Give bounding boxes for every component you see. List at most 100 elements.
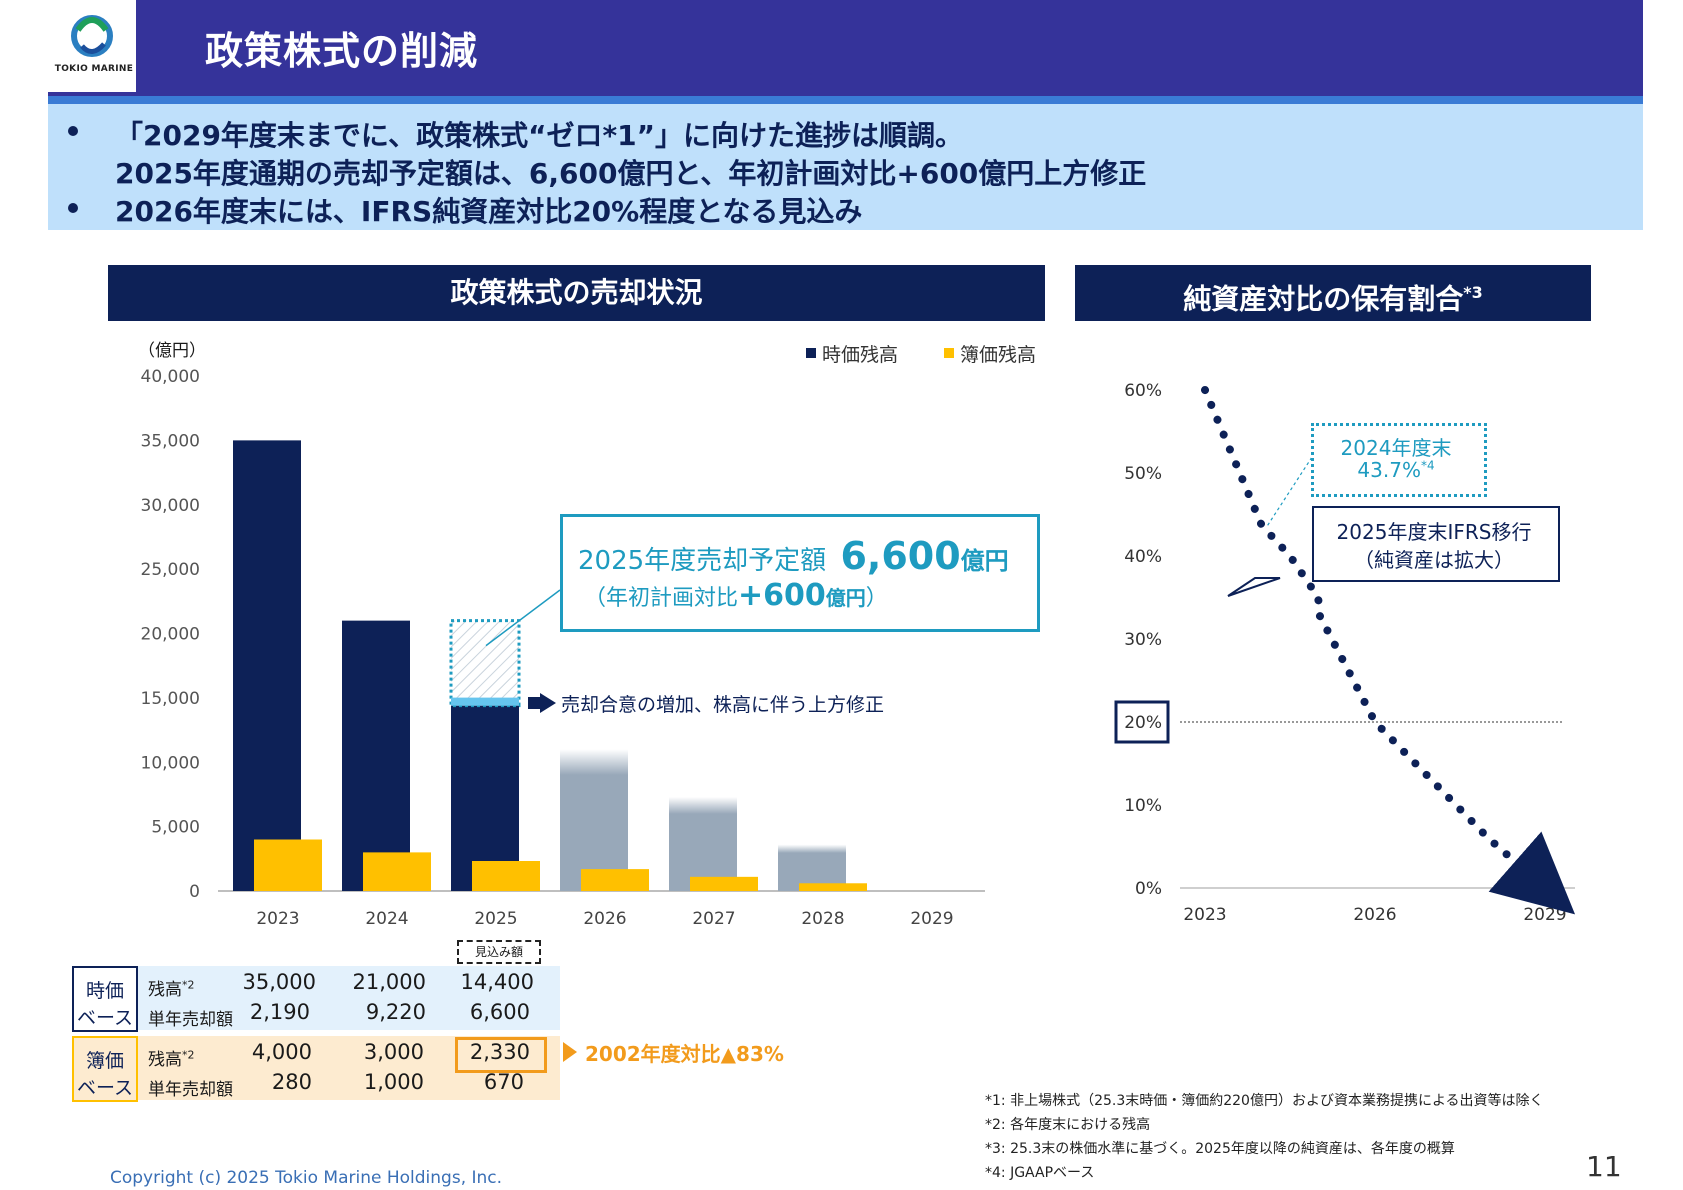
annotation-2024-note: *4 (1420, 458, 1435, 473)
revision-band (451, 697, 519, 706)
legend-label-book: 簿価残高 (960, 344, 1037, 366)
table-row-label: 残高*2 (148, 975, 195, 1000)
y-tick-label: 15,000 (141, 689, 200, 709)
reference-label-box (1114, 700, 1170, 744)
y-tick-label: 0 (189, 882, 200, 902)
callout-prefix: 2025年度売却予定額 (578, 546, 827, 576)
triangle-right-icon (563, 1042, 577, 1062)
x-tick-label: 2023 (256, 909, 299, 929)
annotation-2024-pointer (1267, 453, 1315, 526)
book-value-bar (472, 861, 540, 891)
callout-line-1: 2025年度売却予定額 6,600億円 (578, 534, 1009, 578)
revision-note: 売却合意の増加、株高に伴う上方修正 (561, 694, 885, 716)
y-tick-label: 5,000 (151, 818, 200, 838)
table-cell: 14,400 (460, 970, 534, 994)
market-base-label-2: ベース (76, 1007, 134, 1029)
y-tick-label: 40,000 (141, 367, 200, 387)
table-cell: 670 (483, 1070, 524, 1094)
x-tick-label: 2025 (474, 909, 517, 929)
logo-text: TOKIO MARINE (54, 64, 134, 74)
table-cell: 21,000 (352, 970, 426, 994)
summary-line-2: 2025年度通期の売却予定額は、6,600億円と、年初計画対比+600億円上方修… (115, 157, 1147, 190)
annotation-2024-box (1311, 423, 1487, 497)
book-value-bar (581, 869, 649, 891)
plan-diff-hatched-box (449, 619, 521, 708)
book-base-label: 簿価 ベース (72, 1036, 138, 1102)
header-accent-strip (48, 96, 1643, 104)
y-tick-label: 60% (1124, 381, 1162, 401)
book-base-label-1: 簿価 (85, 1050, 124, 1072)
callout-big-value: 6,600 (840, 534, 961, 578)
market-table-bg (138, 966, 560, 1030)
table-cell: 2,190 (249, 1000, 310, 1024)
table-cell: 2,330 (469, 1040, 530, 1064)
unit-label: （億円） (138, 341, 206, 361)
legend-label-market: 時価残高 (822, 344, 899, 366)
book-value-bar (690, 876, 758, 891)
table-row-label: 単年売却額 (148, 1010, 233, 1030)
market-base-label-1: 時価 (85, 980, 124, 1002)
x-tick-label: 2026 (1353, 905, 1396, 925)
y-tick-label: 30% (1124, 630, 1162, 650)
holding-ratio-line (1201, 386, 1576, 915)
y-tick-label: 30,000 (141, 496, 200, 516)
market-base-label: 時価 ベース (72, 966, 138, 1032)
table-row-label: 残高*2 (148, 1045, 195, 1070)
callout-line2-big: +600 (738, 578, 826, 613)
ratio-line-chart: 0% 10% 20% 30% 40% 50% 60% 2023 2026 2029 (1114, 381, 1576, 925)
x-tick-label: 2026 (583, 909, 626, 929)
x-tick-label: 2029 (910, 909, 953, 929)
x-tick-label: 2028 (801, 909, 844, 929)
highlight-box (455, 1037, 547, 1073)
footnote-4: *4: JGAAPベース (985, 1165, 1095, 1181)
callout-line2-prefix: （年初計画対比 (584, 586, 739, 611)
table-cell: 4,000 (251, 1040, 312, 1064)
summary-line-3: 2026年度末には、IFRS純資産対比20%程度となる見込み (115, 195, 863, 228)
summary-box (48, 104, 1643, 230)
market-value-bar (560, 749, 628, 891)
table-cell: 6,600 (469, 1000, 530, 1024)
y-tick-label: 20,000 (141, 625, 200, 645)
footnote-1: *1: 非上場株式（25.3末時価・簿価約220億円）および資本業務提携による出… (985, 1093, 1544, 1109)
bullet-icon (68, 126, 78, 136)
page-number: 11 (1586, 1150, 1622, 1183)
reduction-note: 2002年度対比▲83% (585, 1042, 784, 1066)
sales-panel-title: 政策株式の売却状況 (108, 265, 1045, 321)
callout-line2-unit: 億円 (825, 586, 866, 610)
annotation-2024-value: 43.7%*4 (1311, 458, 1481, 482)
tokio-marine-logo-icon (71, 15, 113, 57)
sales-callout-box (560, 514, 1040, 632)
callout-line2-suffix: ） (865, 586, 888, 611)
copyright: Copyright (c) 2025 Tokio Marine Holdings… (110, 1168, 503, 1188)
market-value-bar (669, 797, 737, 891)
annotation-ifrs-line1: 2025年度末IFRS移行 (1336, 520, 1532, 544)
row-sup: *2 (182, 1048, 195, 1062)
annotation-ifrs-tail (1227, 577, 1281, 597)
table-cell: 9,220 (365, 1000, 426, 1024)
logo (48, 0, 136, 92)
table-cell: 1,000 (363, 1070, 424, 1094)
ratio-panel-title: 純資産対比の保有割合*3 (1075, 265, 1591, 321)
y-tick-label: 10% (1124, 796, 1162, 816)
x-tick-label: 2024 (365, 909, 408, 929)
book-value-bar (799, 883, 867, 891)
book-base-label-2: ベース (76, 1077, 134, 1099)
legend-swatch-market (806, 348, 816, 358)
book-value-bar (363, 852, 431, 891)
y-tick-label: 20% (1124, 713, 1162, 733)
y-tick-label: 25,000 (141, 560, 200, 580)
page-title: 政策株式の削減 (205, 29, 479, 73)
annotation-ifrs-box (1312, 506, 1560, 582)
y-tick-label: 10,000 (141, 753, 200, 773)
x-tick-label: 2029 (1523, 905, 1566, 925)
header-bar (48, 0, 1643, 96)
table-row-label: 単年売却額 (148, 1080, 233, 1100)
revision-arrow-head-icon (540, 693, 556, 713)
annotation-2024-line1: 2024年度末 (1340, 436, 1452, 460)
market-value-bar (233, 440, 301, 891)
y-tick-label: 40% (1124, 547, 1162, 567)
row-sup: *2 (182, 978, 195, 992)
market-value-bar (342, 620, 410, 891)
x-tick-label: 2023 (1183, 905, 1226, 925)
y-tick-label: 0% (1135, 879, 1162, 899)
